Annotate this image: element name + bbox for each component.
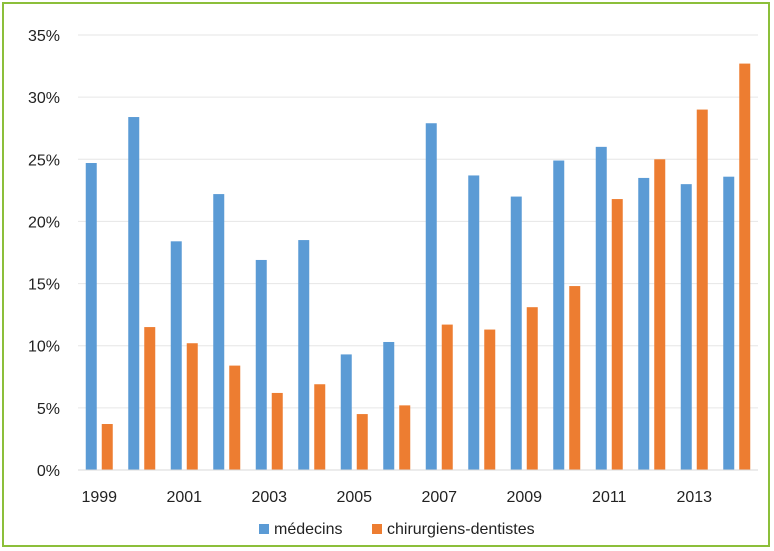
legend-label-chirurgiens-dentistes: chirurgiens-dentistes bbox=[387, 521, 535, 538]
bar-medecins-2005 bbox=[340, 354, 352, 470]
bar-chirurgiens-dentistes-2002 bbox=[229, 365, 241, 470]
bar-medecins-2007 bbox=[425, 123, 437, 470]
y-tick-label: 5% bbox=[37, 401, 60, 418]
bar-medecins-2012 bbox=[638, 177, 650, 470]
bar-medecins-1999 bbox=[85, 163, 97, 470]
bar-chirurgiens-dentistes-2012 bbox=[654, 159, 666, 471]
x-tick-label: 2001 bbox=[166, 489, 202, 506]
bar-medecins-2010 bbox=[553, 160, 565, 470]
x-tick-label: 2007 bbox=[421, 489, 457, 506]
y-tick-label: 15% bbox=[28, 277, 60, 294]
legend-swatch-chirurgiens-dentistes bbox=[372, 524, 382, 534]
bar-medecins-2004 bbox=[298, 240, 310, 470]
y-axis-ticks: 0% 5% 10% 15% 20% 25% 30% 35% bbox=[28, 28, 60, 480]
bar-chirurgiens-dentistes-2010 bbox=[569, 286, 581, 470]
bar-chirurgiens-dentistes-2003 bbox=[271, 392, 283, 470]
bar-medecins-2002 bbox=[213, 194, 225, 471]
bar-chirurgiens-dentistes-2005 bbox=[356, 414, 368, 470]
x-tick-label: 2013 bbox=[676, 489, 712, 506]
bar-chirurgiens-dentistes-2014 bbox=[739, 63, 751, 470]
bar-chirurgiens-dentistes-2000 bbox=[144, 327, 156, 470]
bar-medecins-2013 bbox=[680, 184, 692, 470]
y-tick-label: 35% bbox=[28, 28, 60, 45]
bar-medecins-2003 bbox=[255, 259, 267, 470]
legend-label-medecins: médecins bbox=[274, 521, 342, 538]
bar-medecins-2011 bbox=[595, 146, 607, 470]
x-tick-label: 2011 bbox=[592, 489, 627, 506]
bar-medecins-2000 bbox=[128, 117, 140, 471]
bar-chirurgiens-dentistes-2001 bbox=[186, 343, 198, 470]
bar-chirurgiens-dentistes-2008 bbox=[484, 329, 496, 470]
legend: médecins chirurgiens-dentistes bbox=[259, 521, 535, 538]
bar-medecins-2009 bbox=[510, 196, 522, 471]
y-tick-label: 0% bbox=[37, 463, 60, 480]
x-tick-label: 2005 bbox=[336, 489, 372, 506]
bar-chirurgiens-dentistes-2011 bbox=[611, 199, 623, 471]
x-axis-ticks: 1999 2001 2003 2005 2007 2009 2011 2013 bbox=[81, 489, 712, 506]
y-tick-label: 10% bbox=[28, 339, 60, 356]
bar-medecins-2001 bbox=[170, 241, 182, 470]
x-tick-label: 2003 bbox=[251, 489, 287, 506]
y-tick-label: 25% bbox=[28, 152, 60, 169]
bar-medecins-2008 bbox=[468, 175, 480, 470]
bar-medecins-2014 bbox=[723, 176, 735, 470]
y-tick-label: 30% bbox=[28, 90, 60, 107]
x-tick-label: 2009 bbox=[506, 489, 542, 506]
bars bbox=[85, 63, 751, 471]
legend-swatch-medecins bbox=[259, 524, 269, 534]
bar-chirurgiens-dentistes-1999 bbox=[101, 424, 113, 470]
bar-chirurgiens-dentistes-2013 bbox=[696, 109, 708, 471]
bar-chirurgiens-dentistes-2004 bbox=[314, 384, 326, 470]
x-tick-label: 1999 bbox=[81, 489, 117, 506]
bar-medecins-2006 bbox=[383, 341, 395, 470]
bar-chirurgiens-dentistes-2009 bbox=[526, 307, 538, 470]
bar-chirurgiens-dentistes-2006 bbox=[399, 405, 411, 470]
y-tick-label: 20% bbox=[28, 214, 60, 231]
bar-chirurgiens-dentistes-2007 bbox=[441, 324, 453, 470]
